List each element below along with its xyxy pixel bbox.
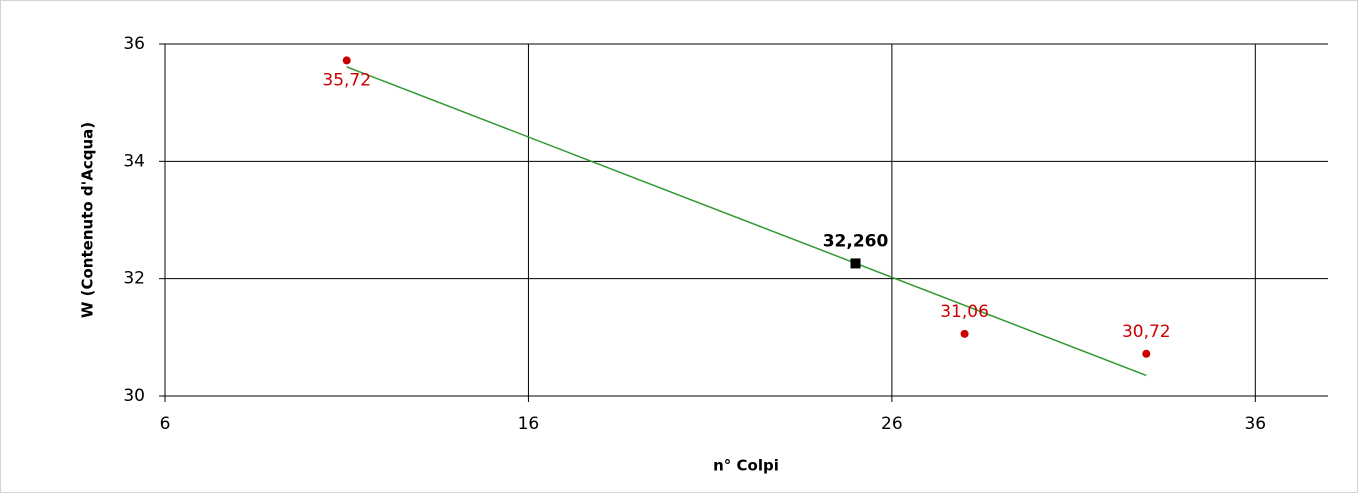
y-tick-label: 30 [123, 386, 145, 406]
data-label: 31,06 [940, 302, 989, 322]
x-tick-label: 36 [1244, 414, 1266, 434]
data-label: 32,260 [823, 231, 889, 251]
y-tick-label: 32 [123, 269, 145, 289]
data-label: 35,72 [322, 70, 371, 90]
y-tick-label: 36 [123, 34, 145, 54]
x-tick-label: 26 [881, 414, 903, 434]
y-axis-title: W (Contenuto d'Acqua) [79, 122, 97, 318]
x-tick-label: 16 [518, 414, 540, 434]
data-point [342, 56, 351, 65]
data-point [960, 329, 969, 338]
data-point [1142, 349, 1151, 358]
y-tick-label: 34 [123, 151, 145, 171]
x-tick-label: 6 [160, 414, 171, 434]
marker-point [850, 258, 861, 269]
data-label: 30,72 [1122, 322, 1171, 342]
x-axis-title: n° Colpi [713, 457, 779, 475]
trend-line [346, 66, 1147, 377]
